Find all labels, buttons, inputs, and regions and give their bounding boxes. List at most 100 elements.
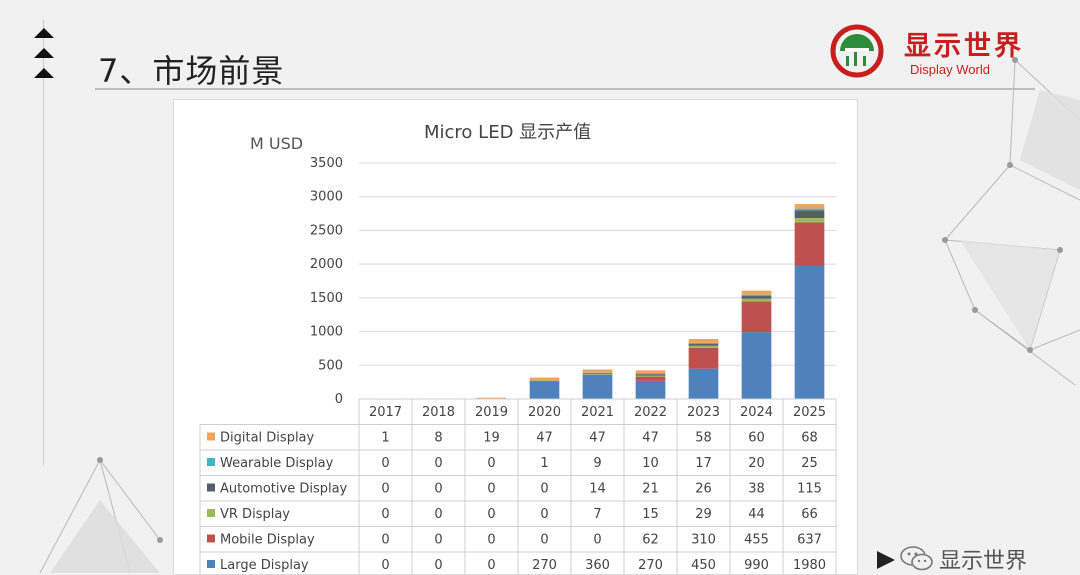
bar-segment [741,301,772,333]
bar-segment [582,369,613,373]
bar-segment [582,372,613,374]
legend-swatch [207,560,215,568]
bar-segment [688,344,719,346]
data-label: 68 [801,431,818,446]
data-label: 1 [381,431,389,446]
bar-segment [741,296,772,299]
data-label: 66 [801,507,818,522]
bar-segment [794,204,825,209]
y-tick-label: 3000 [310,190,343,205]
logo-emblem-icon [830,24,884,78]
bar-segment [794,222,825,266]
bar-segment [582,374,613,399]
x-tick-label: 2020 [528,405,561,420]
data-label: 60 [748,431,765,446]
bar-segment [688,338,719,343]
chart-title: Micro LED 显示产值 [424,122,592,143]
data-label: 0 [540,507,548,522]
data-label: 270 [532,558,557,573]
bar-segment [635,380,666,399]
bar-segment [635,374,666,376]
data-label: 38 [748,482,765,497]
legend-swatch [207,483,215,492]
y-tick-label: 2000 [310,257,343,272]
series-name-label: Automotive Display [220,482,348,497]
data-label: 450 [691,558,716,573]
data-label: 0 [381,507,389,522]
logo-name-cn: 显示世界 [904,31,1024,62]
bar-segment [688,342,719,345]
data-label: 15 [642,507,659,522]
data-label: 0 [540,482,548,497]
series-name-label: Mobile Display [220,533,315,548]
legend-swatch [207,534,215,543]
wechat-icon [900,546,933,571]
bar-segment [741,298,772,302]
data-label: 0 [540,533,548,548]
bar-segment [741,294,772,297]
data-label: 10 [642,456,659,471]
data-label: 14 [589,482,606,497]
data-label: 9 [593,456,601,471]
data-label: 20 [748,456,765,471]
bar-segment [582,374,613,375]
brand-logo: 显示世界 Display World [830,24,1030,84]
data-label: 270 [638,558,663,573]
x-tick-label: 2017 [369,405,402,420]
data-label: 310 [691,533,716,548]
y-tick-label: 1500 [310,291,343,306]
legend-swatch [207,432,215,441]
x-tick-label: 2023 [687,405,720,420]
data-label: 62 [642,533,659,548]
x-tick-label: 2021 [581,405,614,420]
data-label: 0 [381,482,389,497]
data-label: 0 [487,456,495,471]
data-label: 7 [593,507,601,522]
bar-segment [529,380,560,382]
data-label: 0 [434,482,442,497]
data-label: 360 [585,558,610,573]
wechat-account-badge: 显示世界 [875,543,1080,574]
wechat-account-name: 显示世界 [939,549,1028,574]
bar-segment [794,265,825,399]
x-tick-label: 2019 [475,405,508,420]
bar-segment [476,397,507,399]
y-axis-unit-label: M USD [250,134,304,153]
side-vertical-line [43,20,44,465]
up-arrows-icon [34,28,54,78]
data-label: 0 [487,558,495,573]
play-arrow-icon [877,551,895,569]
data-label: 0 [434,456,442,471]
data-label: 44 [748,507,765,522]
data-label: 1 [540,456,548,471]
chart-card: 3500 3000 2500 2000 1500 1000 500 0 2017 2018 2019… [173,99,858,575]
data-label: 8 [434,431,442,446]
x-tick-label: 2024 [740,405,773,420]
y-tick-label: 1000 [310,325,343,340]
data-label: 19 [483,431,500,446]
legend-swatch [207,509,215,517]
data-label: 637 [797,533,822,548]
page-title: 7、市场前景 [98,52,285,90]
bar-segment [794,208,825,211]
bar-segment [529,377,560,381]
bar-segment [741,290,772,295]
logo-name-en: Display World [910,62,990,77]
series-name-label: Digital Display [220,431,315,446]
bar-segment [688,347,719,369]
series-name-label: Wearable Display [220,456,334,471]
data-label: 0 [487,507,495,522]
y-tick-label: 0 [335,392,343,407]
data-label: 0 [434,507,442,522]
data-label: 0 [381,533,389,548]
y-tick-label: 2500 [310,223,343,238]
header-divider [95,88,1035,90]
data-label: 47 [536,431,553,446]
bar-segment [635,373,666,375]
y-tick-label: 500 [318,358,343,373]
data-label: 47 [642,431,659,446]
data-label: 58 [695,431,712,446]
bar-segment [635,375,666,377]
